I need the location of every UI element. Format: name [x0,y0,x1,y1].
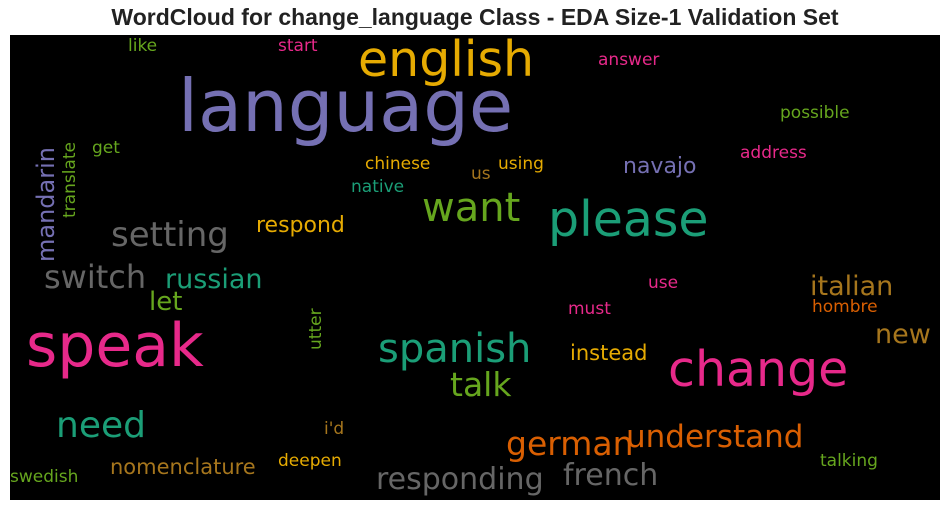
word-responding: responding [376,462,544,497]
word-switch: switch [44,258,147,296]
word-native: native [351,177,405,197]
word-mandarin: mandarin [32,147,60,262]
word-instead: instead [570,341,648,365]
word-respond: respond [256,213,345,238]
word-use: use [648,273,679,293]
word-utter: utter [306,308,326,350]
word-chinese: chinese [365,154,431,174]
word-navajo: navajo [623,154,697,179]
chart-title: WordCloud for change_language Class - ED… [111,4,839,30]
word-russian: russian [165,264,263,295]
word-hombre: hombre [812,297,878,317]
word-french: french [563,458,659,493]
word-english: english [358,35,535,88]
word-talking: talking [820,451,878,471]
word-nomenclature: nomenclature [110,455,256,479]
word-please: please [548,191,709,248]
word-possible: possible [780,103,850,123]
word-let: let [149,287,183,317]
word-get: get [92,138,120,158]
word-understand: understand [626,419,804,455]
word-deepen: deepen [278,451,342,471]
word-language: language [178,64,514,148]
word-answer: answer [598,50,660,70]
word-setting: setting [111,215,229,255]
word-translate: translate [60,142,80,218]
word-spanish: spanish [378,326,532,372]
word-talk: talk [450,365,512,404]
word-start: start [278,36,318,56]
word-speak: speak [26,311,204,381]
word-change: change [668,341,849,398]
word-need: need [56,405,146,446]
word-must: must [568,299,611,319]
word-italian: italian [810,271,894,302]
word-id: i'd [324,419,345,439]
word-like: like [128,36,158,56]
word-new: new [875,319,931,350]
word-address: address [740,143,807,163]
word-want: want [422,185,521,231]
word-us: us [471,164,491,184]
wordcloud-canvas: language speak please change english wan… [10,35,940,500]
word-using: using [498,154,544,174]
word-german: german [506,424,634,463]
word-swedish: swedish [10,467,79,487]
